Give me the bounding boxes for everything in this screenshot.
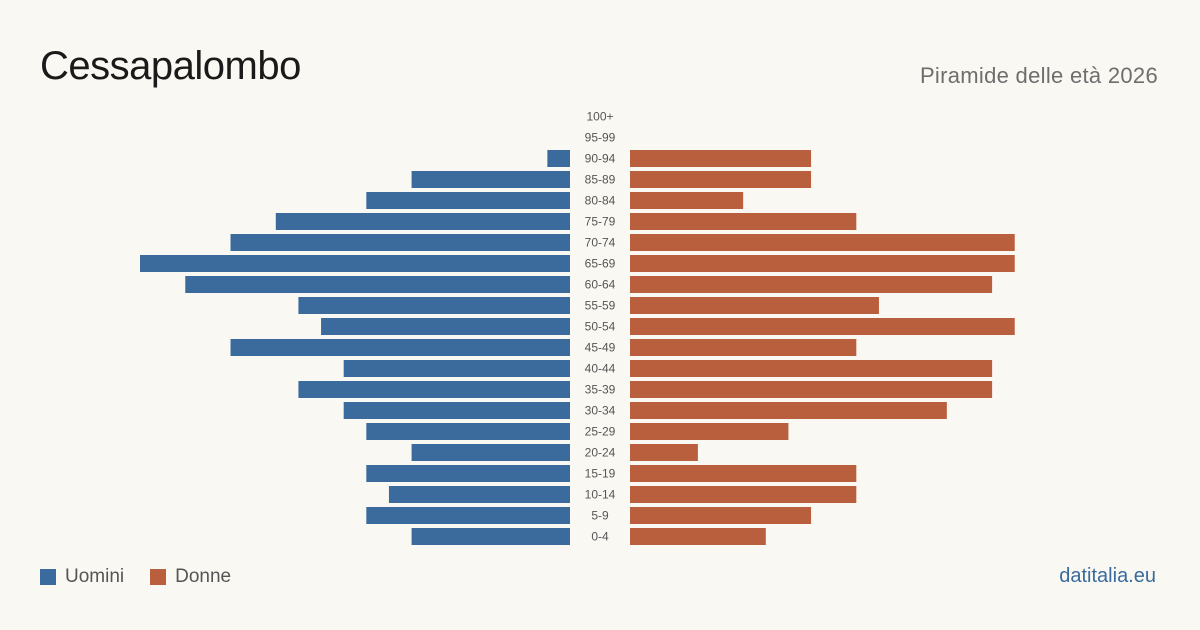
bar-men [388, 486, 570, 503]
bar-women [630, 507, 812, 524]
bar-women [630, 402, 947, 419]
bar-men [366, 192, 570, 209]
age-label: 80-84 [585, 194, 616, 208]
age-label: 55-59 [585, 299, 616, 313]
legend-swatch-women [150, 569, 167, 585]
bar-women [630, 360, 993, 377]
bar-women [630, 150, 812, 167]
bar-women [630, 171, 812, 188]
age-label: 100+ [586, 110, 613, 124]
age-label: 90-94 [585, 152, 616, 166]
legend-swatch-men [40, 569, 56, 585]
age-label: 45-49 [585, 341, 616, 355]
age-label: 0-4 [591, 530, 609, 544]
age-label: 35-39 [585, 383, 616, 397]
age-label: 65-69 [585, 257, 616, 271]
bar-men [230, 234, 571, 251]
legend-label-men: Uomini [65, 566, 125, 587]
bar-men [185, 276, 570, 293]
chart-title: Cessapalombo [40, 44, 301, 88]
bar-men [298, 297, 570, 314]
bar-women [630, 192, 744, 209]
legend-item-men: Uomini [40, 566, 124, 588]
age-label: 85-89 [585, 173, 616, 187]
age-label: 95-99 [585, 131, 616, 145]
bar-women [630, 444, 698, 461]
bar-men [366, 507, 570, 524]
age-label: 75-79 [585, 215, 616, 229]
bar-men [275, 213, 570, 230]
chart-subtitle: Piramide delle età 2026 [919, 63, 1158, 88]
bar-women [630, 486, 857, 503]
bar-men [411, 171, 570, 188]
bar-men [547, 150, 570, 167]
legend-item-women: Donne [150, 566, 231, 588]
bar-women [630, 465, 857, 482]
bar-men [411, 528, 570, 545]
age-label: 70-74 [585, 236, 616, 250]
age-label: 5-9 [591, 509, 609, 523]
bar-women [630, 297, 879, 314]
bar-men [140, 255, 570, 272]
age-label: 30-34 [585, 404, 616, 418]
bar-women [630, 423, 789, 440]
bar-men [230, 339, 571, 356]
bar-men [321, 318, 570, 335]
bar-women [630, 528, 766, 545]
bar-men [343, 402, 570, 419]
bar-women [630, 318, 1015, 335]
age-label: 50-54 [585, 320, 616, 334]
bar-men [366, 423, 570, 440]
bar-women [630, 381, 993, 398]
bar-women [630, 255, 1015, 272]
age-label: 60-64 [585, 278, 616, 292]
bar-men [366, 465, 570, 482]
age-label: 40-44 [585, 362, 616, 376]
bar-women [630, 276, 993, 293]
bar-women [630, 339, 857, 356]
age-label: 15-19 [585, 467, 616, 481]
bar-men [411, 444, 570, 461]
bar-men [343, 360, 570, 377]
bar-men [298, 381, 570, 398]
bar-women [630, 234, 1015, 251]
source-link[interactable]: datitalia.eu [1059, 565, 1156, 587]
legend-label-women: Donne [175, 566, 232, 587]
age-label: 10-14 [585, 488, 616, 502]
legend: Uomini Donne [40, 566, 257, 588]
age-label: 20-24 [585, 446, 616, 460]
age-label: 25-29 [585, 425, 616, 439]
bar-women [630, 213, 857, 230]
